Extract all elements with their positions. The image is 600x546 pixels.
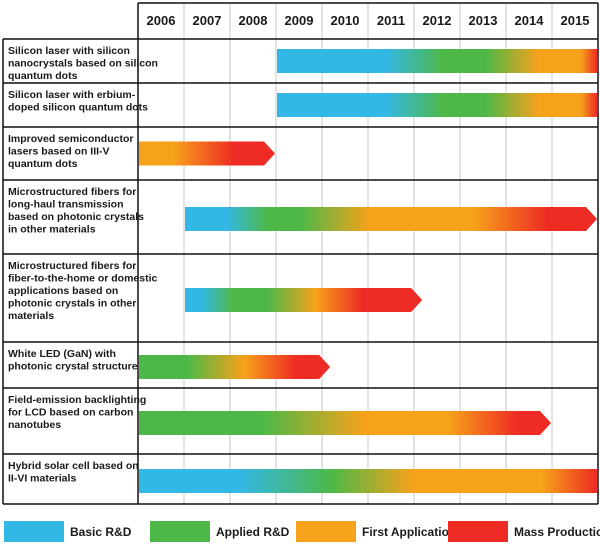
year-label: 2013 (469, 13, 498, 28)
timeline-bar (139, 411, 551, 435)
row-label: long-haul transmission (8, 199, 124, 211)
row-label: Microstructured fibers for (8, 260, 136, 272)
row-label: Microstructured fibers for (8, 186, 136, 198)
legend-swatch (296, 521, 356, 542)
row-label: lasers based on III-V (8, 146, 110, 158)
year-label: 2014 (515, 13, 545, 28)
timeline-bar (277, 93, 597, 117)
row-label: Field-emission backlighting (8, 394, 146, 406)
legend-label: First Applications (362, 525, 463, 539)
row-label: Improved semiconductor (8, 133, 133, 145)
row-label: White LED (GaN) with (8, 348, 116, 360)
row-label: for LCD based on carbon (8, 407, 133, 419)
year-label: 2007 (193, 13, 222, 28)
legend-swatch (448, 521, 508, 542)
legend-label: Basic R&D (70, 525, 132, 539)
label-layer: 2006 2007 2008 2009 2010 2011 2012 2013 2014 2015… (8, 13, 589, 485)
row-label: doped silicon quantum dots (8, 102, 148, 114)
row-label: Hybrid solar cell based on (8, 460, 139, 472)
row-label: fiber-to-the-home or domestic (8, 273, 157, 285)
row-label: based on photonic crystals (8, 211, 144, 223)
row-label: photonic crystal structure (8, 361, 138, 373)
timeline-bar (139, 141, 275, 166)
timeline-bar (277, 49, 597, 73)
year-label: 2011 (377, 13, 405, 28)
timeline-bar (139, 355, 331, 379)
year-label: 2009 (285, 13, 314, 28)
row-label: photonic crystals in other (8, 298, 136, 310)
year-label: 2015 (561, 13, 590, 28)
legend-swatch (150, 521, 210, 542)
legend-swatch (4, 521, 64, 542)
legend-label: Applied R&D (216, 525, 290, 539)
row-label: II-VI materials (8, 473, 76, 485)
legend-label: Mass Production (514, 525, 600, 539)
year-label: 2008 (239, 13, 268, 28)
bar-layer (139, 49, 597, 493)
frame-layer (2, 2, 599, 505)
row-label: in other materials (8, 224, 96, 236)
row-label: quantum dots (8, 70, 78, 82)
year-label: 2010 (331, 13, 360, 28)
year-label: 2006 (147, 13, 176, 28)
timeline-bar (185, 288, 423, 312)
year-label: 2012 (423, 13, 452, 28)
row-label: materials (8, 310, 54, 322)
legend: Basic R&D Applied R&D First Applications Ma… (4, 521, 600, 542)
row-label: nanotubes (8, 419, 61, 431)
row-label: Silicon laser with silicon (8, 45, 130, 57)
row-label: nanocrystals based on silicon (8, 58, 158, 70)
row-label: quantum dots (8, 158, 78, 170)
timeline-bar (185, 207, 597, 231)
timeline-bar (139, 469, 597, 493)
row-label: Silicon laser with erbium- (8, 89, 136, 101)
row-label: applications based on (8, 285, 118, 297)
